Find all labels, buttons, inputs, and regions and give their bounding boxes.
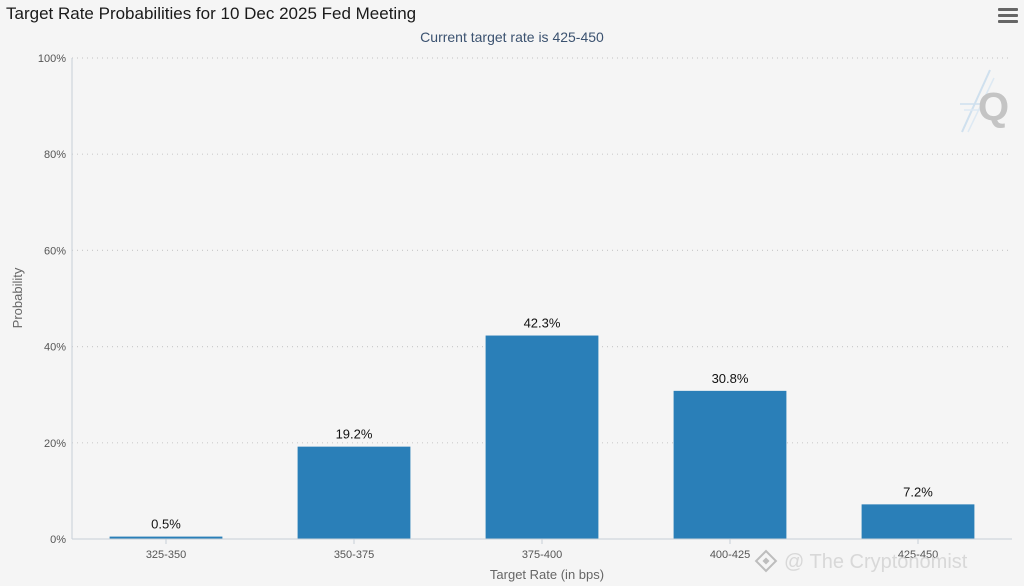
y-tick-label: 20% bbox=[44, 438, 66, 450]
y-tick-label: 40% bbox=[44, 342, 66, 354]
y-tick-label: 60% bbox=[44, 245, 66, 257]
y-axis-label: Probability bbox=[10, 267, 25, 328]
data-label: 42.3% bbox=[524, 316, 561, 331]
data-label: 0.5% bbox=[151, 517, 181, 532]
chart-subtitle: Current target rate is 425-450 bbox=[420, 29, 604, 45]
hamburger-menu-icon[interactable] bbox=[998, 8, 1018, 24]
bar[interactable] bbox=[485, 335, 599, 539]
bar[interactable] bbox=[861, 504, 975, 539]
data-label: 19.2% bbox=[336, 427, 373, 442]
y-tick-label: 0% bbox=[50, 534, 66, 546]
axes: 0% 20% 40% 60% 80% 100% 325-350 350-375 375-400 4… bbox=[38, 53, 1012, 561]
y-tick-label: 100% bbox=[38, 53, 66, 65]
data-label: 30.8% bbox=[712, 371, 749, 386]
y-tick-label: 80% bbox=[44, 149, 66, 161]
bar[interactable] bbox=[673, 390, 787, 539]
bar[interactable] bbox=[109, 536, 223, 539]
x-tick-label: 350-375 bbox=[334, 549, 374, 561]
x-tick-label: 425-450 bbox=[898, 549, 938, 561]
data-labels: 0.5% 19.2% 42.3% 30.8% 7.2% bbox=[151, 316, 933, 532]
svg-text:Q: Q bbox=[978, 85, 1009, 129]
x-tick-label: 400-425 bbox=[710, 549, 750, 561]
bar[interactable] bbox=[297, 446, 411, 539]
x-tick-label: 325-350 bbox=[146, 549, 186, 561]
quikstrike-q-logo-icon: Q bbox=[960, 69, 1009, 133]
data-label: 7.2% bbox=[903, 484, 933, 499]
x-axis-label: Target Rate (in bps) bbox=[490, 567, 604, 582]
bars bbox=[109, 335, 975, 539]
chart-title: Target Rate Probabilities for 10 Dec 202… bbox=[6, 4, 417, 23]
x-tick-label: 375-400 bbox=[522, 549, 562, 561]
